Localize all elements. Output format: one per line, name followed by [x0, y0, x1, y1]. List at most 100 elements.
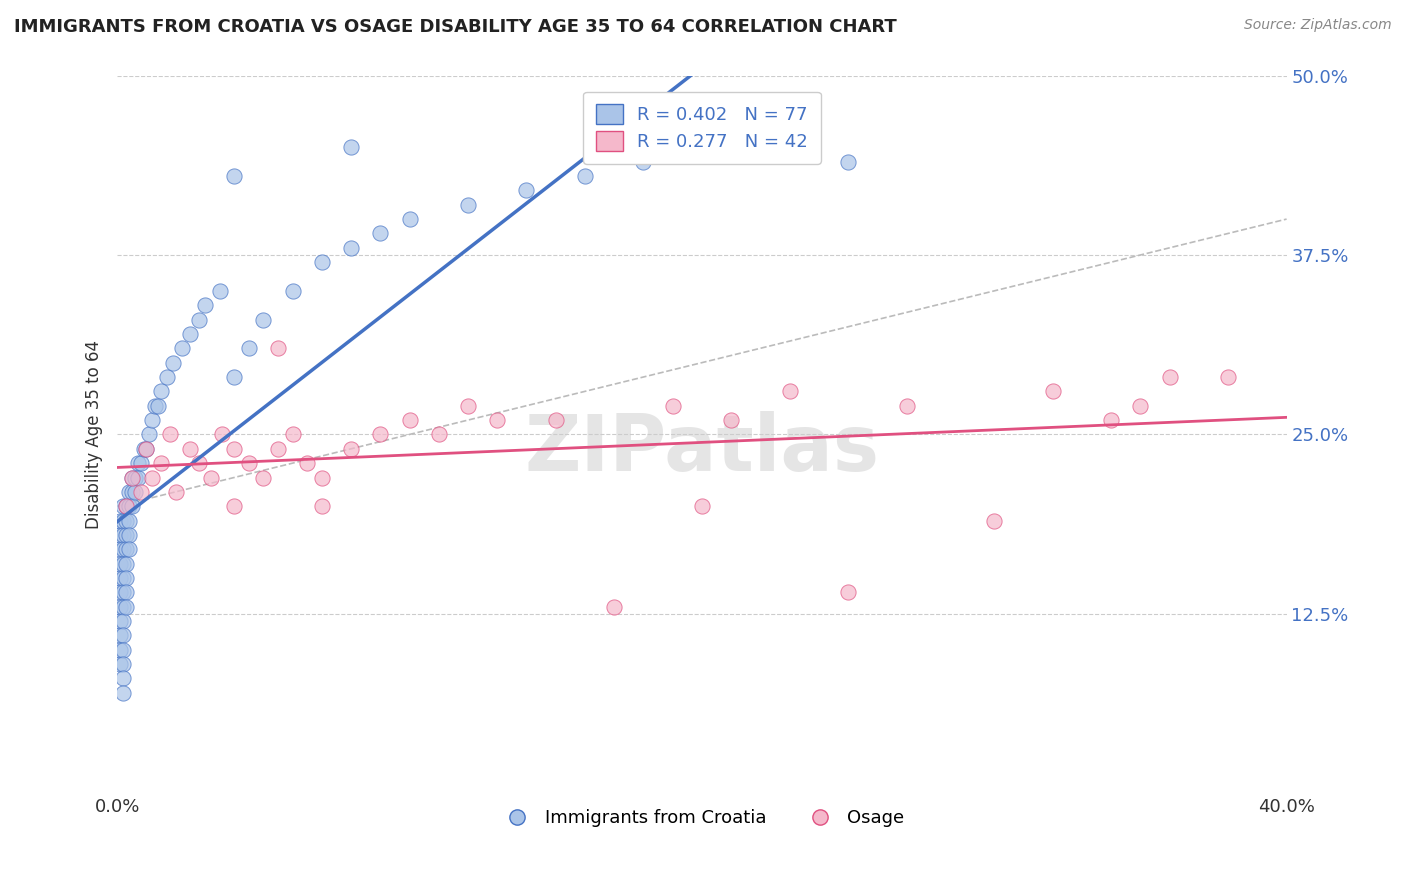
- Point: [633, 154, 655, 169]
- Point: [224, 442, 246, 456]
- Point: [115, 542, 138, 557]
- Point: [143, 399, 166, 413]
- Legend: Immigrants from Croatia, Osage: Immigrants from Croatia, Osage: [492, 802, 911, 835]
- Point: [486, 413, 509, 427]
- Point: [118, 500, 141, 514]
- Point: [112, 628, 135, 642]
- Point: [252, 470, 274, 484]
- Point: [1216, 370, 1239, 384]
- Point: [112, 528, 135, 542]
- Point: [779, 384, 801, 399]
- Point: [141, 413, 163, 427]
- Point: [112, 500, 135, 514]
- Point: [238, 341, 260, 355]
- Point: [112, 686, 135, 700]
- Point: [108, 614, 131, 628]
- Point: [135, 442, 157, 456]
- Point: [690, 500, 713, 514]
- Point: [121, 470, 143, 484]
- Point: [1129, 399, 1152, 413]
- Point: [115, 599, 138, 614]
- Point: [108, 557, 131, 571]
- Point: [115, 500, 138, 514]
- Point: [427, 427, 450, 442]
- Point: [112, 614, 135, 628]
- Point: [574, 169, 596, 183]
- Point: [224, 370, 246, 384]
- Point: [118, 484, 141, 499]
- Point: [112, 672, 135, 686]
- Point: [108, 628, 131, 642]
- Point: [112, 585, 135, 599]
- Point: [661, 399, 683, 413]
- Point: [112, 542, 135, 557]
- Point: [121, 470, 143, 484]
- Point: [837, 585, 859, 599]
- Point: [162, 356, 184, 370]
- Point: [224, 500, 246, 514]
- Point: [112, 571, 135, 585]
- Point: [121, 484, 143, 499]
- Point: [112, 657, 135, 672]
- Point: [124, 484, 146, 499]
- Point: [108, 514, 131, 528]
- Point: [156, 370, 179, 384]
- Point: [118, 514, 141, 528]
- Point: [115, 585, 138, 599]
- Point: [127, 456, 149, 470]
- Point: [208, 284, 231, 298]
- Text: IMMIGRANTS FROM CROATIA VS OSAGE DISABILITY AGE 35 TO 64 CORRELATION CHART: IMMIGRANTS FROM CROATIA VS OSAGE DISABIL…: [14, 18, 897, 36]
- Point: [118, 542, 141, 557]
- Point: [398, 212, 420, 227]
- Point: [311, 470, 333, 484]
- Point: [837, 154, 859, 169]
- Point: [238, 456, 260, 470]
- Point: [983, 514, 1005, 528]
- Point: [188, 456, 211, 470]
- Point: [132, 442, 155, 456]
- Text: Source: ZipAtlas.com: Source: ZipAtlas.com: [1244, 18, 1392, 32]
- Point: [179, 442, 201, 456]
- Point: [340, 442, 363, 456]
- Point: [112, 557, 135, 571]
- Point: [118, 528, 141, 542]
- Point: [1099, 413, 1122, 427]
- Point: [138, 427, 160, 442]
- Point: [179, 326, 201, 341]
- Point: [267, 442, 290, 456]
- Point: [108, 528, 131, 542]
- Text: ZIPatlas: ZIPatlas: [524, 411, 879, 487]
- Point: [108, 642, 131, 657]
- Point: [129, 484, 152, 499]
- Point: [188, 312, 211, 326]
- Point: [115, 528, 138, 542]
- Point: [515, 183, 537, 197]
- Point: [690, 140, 713, 154]
- Point: [112, 599, 135, 614]
- Point: [749, 126, 772, 140]
- Point: [267, 341, 290, 355]
- Point: [224, 169, 246, 183]
- Point: [165, 484, 187, 499]
- Point: [141, 470, 163, 484]
- Point: [115, 514, 138, 528]
- Point: [1042, 384, 1064, 399]
- Point: [200, 470, 222, 484]
- Point: [115, 557, 138, 571]
- Point: [368, 427, 391, 442]
- Y-axis label: Disability Age 35 to 64: Disability Age 35 to 64: [86, 340, 103, 529]
- Point: [150, 384, 173, 399]
- Point: [720, 413, 742, 427]
- Point: [115, 571, 138, 585]
- Point: [544, 413, 567, 427]
- Point: [896, 399, 918, 413]
- Point: [281, 284, 304, 298]
- Point: [108, 585, 131, 599]
- Point: [127, 470, 149, 484]
- Point: [135, 442, 157, 456]
- Point: [124, 470, 146, 484]
- Point: [457, 198, 479, 212]
- Point: [603, 599, 626, 614]
- Point: [150, 456, 173, 470]
- Point: [121, 500, 143, 514]
